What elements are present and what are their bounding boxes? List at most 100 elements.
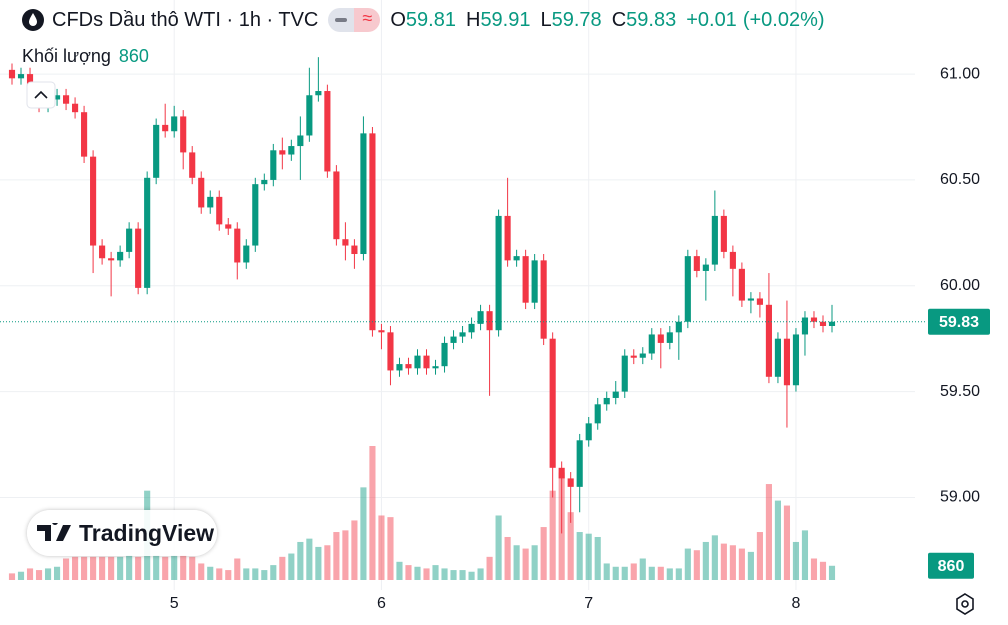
volume-bar [765, 484, 772, 580]
candle-body [621, 355, 628, 392]
volume-bar [495, 515, 502, 580]
volume-bar [603, 563, 610, 580]
settings-button[interactable] [956, 593, 974, 615]
volume-bar [729, 545, 736, 580]
candle-body [657, 334, 664, 343]
y-tick-label: 60.00 [940, 277, 980, 294]
volume-bar [234, 558, 241, 580]
candle-body [585, 423, 592, 441]
y-tick-label: 60.50 [940, 171, 980, 188]
candle-body [594, 404, 601, 424]
candle-body [639, 353, 646, 358]
volume-bar [738, 548, 745, 580]
volume-bar [360, 487, 367, 580]
candle-body [216, 196, 223, 225]
volume-legend: Khối lượng 860 [22, 46, 149, 67]
collapse-button-bg [26, 81, 56, 109]
candle-body [135, 228, 142, 288]
volume-bar [387, 517, 394, 580]
volume-bar [441, 568, 448, 580]
last-price-label: 59.83 [939, 314, 979, 331]
candle-body [360, 133, 367, 255]
volume-value: 860 [118, 46, 149, 66]
candle-body [666, 332, 673, 343]
volume-bar [531, 545, 538, 580]
volume-bar [477, 568, 484, 580]
header: CFDs Dầu thô WTI · 1h · TVC ≈ O59.81 H59.… [22, 8, 825, 32]
volume-bar [459, 570, 466, 580]
candle-body [576, 440, 583, 487]
volume-bar [801, 530, 809, 580]
volume-bar [17, 571, 25, 580]
volume-bar [747, 551, 754, 580]
candle-body [144, 177, 151, 288]
volume-bar [369, 446, 376, 580]
volume-bar [135, 556, 142, 580]
candle-body [63, 95, 70, 104]
candle-body [342, 239, 349, 246]
candle-body [468, 323, 475, 333]
volume-bar [288, 553, 295, 580]
ohlc-key: O [390, 8, 406, 31]
volume-bar [405, 565, 412, 580]
candle-body [630, 355, 637, 358]
volume-bar [810, 558, 818, 580]
volume-bar [486, 556, 493, 580]
candle-body [612, 391, 619, 398]
volume-bar [513, 545, 520, 580]
candle-body [783, 338, 791, 386]
ohlc-value: 59.91 [480, 8, 531, 31]
collapse-icon [34, 90, 48, 99]
volume-bar [549, 490, 556, 580]
volume-bar [522, 548, 529, 580]
volume-bar [261, 570, 268, 580]
x-tick-label: 6 [377, 595, 386, 612]
volume-bar [612, 566, 619, 580]
volume-bar [594, 536, 601, 580]
candle-body [162, 124, 169, 132]
candle-body [729, 251, 736, 269]
volume-bar [153, 555, 160, 580]
volume-badge [928, 552, 974, 579]
candle-body [756, 298, 763, 305]
candle-body [792, 334, 800, 386]
ohlc-key: L [540, 8, 552, 31]
volume-bar [225, 570, 232, 580]
candle-body [252, 184, 259, 246]
candle-body [774, 338, 781, 377]
toggle[interactable]: ≈ [328, 8, 381, 32]
candle-body [351, 245, 358, 255]
y-tick-label: 59.50 [940, 383, 980, 400]
volume-bar [216, 568, 223, 580]
volume-bar [648, 566, 655, 580]
volume-bar [63, 558, 70, 580]
candle-body [405, 364, 412, 369]
settings-icon [956, 593, 974, 615]
volume-bar [297, 541, 304, 580]
logo-icon [37, 523, 71, 541]
volume-bar [630, 563, 637, 580]
volume-bar [306, 538, 313, 580]
candle-body [495, 215, 502, 331]
volume-bar [117, 556, 124, 580]
volume-bar [279, 556, 286, 580]
volume-bar [324, 545, 331, 580]
candle-body [315, 91, 322, 96]
candle-body [180, 116, 187, 153]
candle-body [675, 321, 682, 333]
candle-body [153, 124, 160, 178]
volume-bar [26, 568, 34, 580]
candle-body [531, 260, 538, 303]
candle-body [189, 152, 196, 178]
candle-body [108, 258, 115, 261]
volume-bar [774, 500, 781, 580]
collapse-button[interactable] [26, 81, 56, 109]
volume-bar [657, 566, 664, 580]
candle-body [225, 224, 232, 229]
symbol-title: CFDs Dầu thô WTI · 1h · TVC [52, 8, 319, 31]
watermark: TradingView [27, 510, 217, 556]
volume-bar [540, 527, 547, 580]
candle-body [684, 256, 691, 322]
volume-bar [270, 565, 277, 580]
